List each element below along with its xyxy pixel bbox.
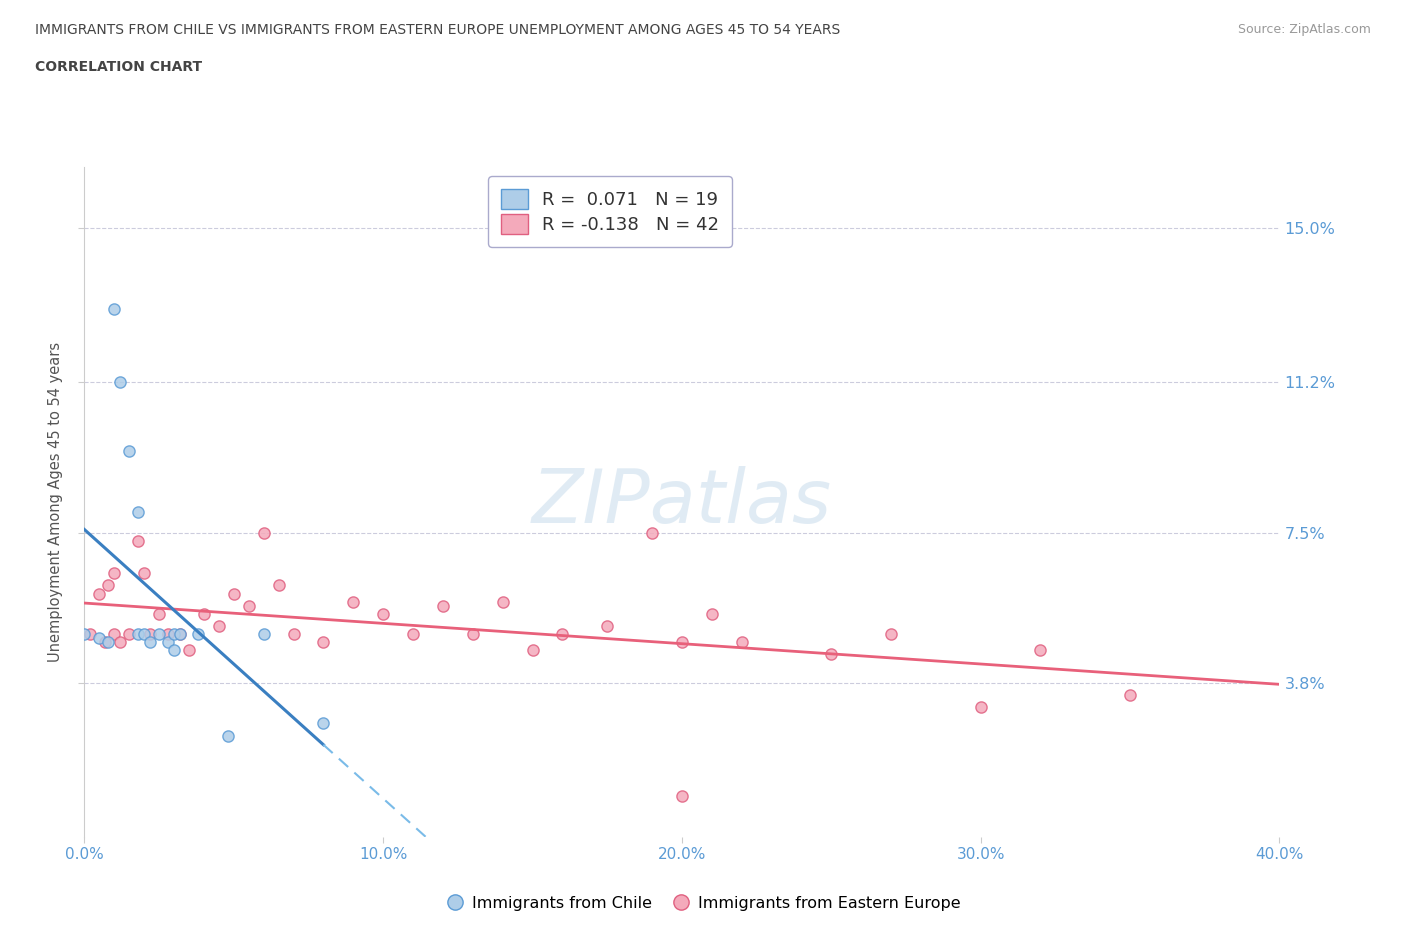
Point [671,635,693,650]
Point [342,594,364,609]
Text: Source: ZipAtlas.com: Source: ZipAtlas.com [1237,23,1371,36]
Point [139,635,162,650]
Point [312,716,335,731]
Point [253,627,276,642]
Point [89,586,111,601]
Point [132,565,156,580]
Point [492,594,515,609]
Point [641,525,664,540]
Point [118,627,141,642]
Point [820,647,842,662]
Point [238,598,260,613]
Point [169,627,191,642]
Point [432,598,454,613]
Point [110,635,132,650]
Point [94,635,117,650]
Point [97,635,120,650]
Point [522,643,544,658]
Point [89,631,111,645]
Point [402,627,425,642]
Point [118,444,141,458]
Point [1119,687,1142,702]
Point [163,643,186,658]
Point [253,525,276,540]
Y-axis label: Unemployment Among Ages 45 to 54 years: Unemployment Among Ages 45 to 54 years [48,342,63,662]
Point [217,728,239,743]
Point [596,618,619,633]
Point [110,375,132,390]
Point [880,627,903,642]
Point [103,565,125,580]
Point [139,627,162,642]
Point [700,606,723,621]
Point [461,627,484,642]
Point [103,627,125,642]
Point [267,578,290,592]
Legend: Immigrants from Chile, Immigrants from Eastern Europe: Immigrants from Chile, Immigrants from E… [439,890,967,917]
Point [148,606,170,621]
Point [193,606,215,621]
Legend: R =  0.071   N = 19, R = -0.138   N = 42: R = 0.071 N = 19, R = -0.138 N = 42 [488,177,733,246]
Point [208,618,231,633]
Text: ZIPatlas: ZIPatlas [531,466,832,538]
Point [551,627,574,642]
Text: IMMIGRANTS FROM CHILE VS IMMIGRANTS FROM EASTERN EUROPE UNEMPLOYMENT AMONG AGES : IMMIGRANTS FROM CHILE VS IMMIGRANTS FROM… [35,23,841,37]
Point [157,627,180,642]
Point [163,627,186,642]
Point [148,627,170,642]
Point [127,505,149,520]
Point [371,606,394,621]
Point [222,586,245,601]
Point [671,789,693,804]
Point [1029,643,1052,658]
Point [127,533,149,548]
Text: CORRELATION CHART: CORRELATION CHART [35,60,202,74]
Point [731,635,754,650]
Point [169,627,191,642]
Point [283,627,305,642]
Point [127,627,149,642]
Point [970,699,993,714]
Point [103,302,125,317]
Point [157,635,180,650]
Point [97,578,120,592]
Point [73,627,96,642]
Point [79,627,101,642]
Point [312,635,335,650]
Point [132,627,156,642]
Point [187,627,209,642]
Point [177,643,200,658]
